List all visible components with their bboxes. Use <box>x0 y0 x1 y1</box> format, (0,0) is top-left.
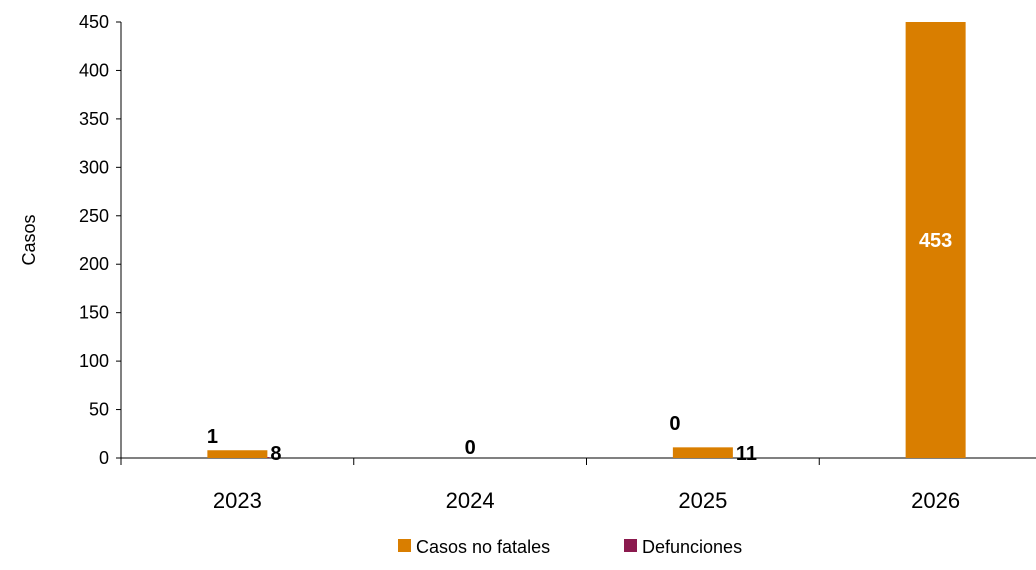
data-label-casos-no-fatales: 453 <box>919 230 952 252</box>
legend-label: Defunciones <box>642 537 742 557</box>
data-label-defunciones: 0 <box>465 437 476 459</box>
y-tick-label: 0 <box>99 448 109 468</box>
y-tick-label: 350 <box>79 109 109 129</box>
legend: Casos no fatales Defunciones <box>398 537 742 557</box>
y-tick-label: 150 <box>79 303 109 323</box>
x-tick-label: 2024 <box>446 488 495 513</box>
y-tick-label: 300 <box>79 157 109 177</box>
legend-label: Casos no fatales <box>416 537 550 557</box>
legend-swatch <box>624 539 637 552</box>
data-label-defunciones: 0 <box>669 413 680 435</box>
data-label-casos-no-fatales: 8 <box>270 443 281 465</box>
bar-casos-no-fatales <box>207 450 268 458</box>
x-tick-label: 2025 <box>678 488 727 513</box>
bar-casos-no-fatales <box>672 447 733 458</box>
bar-defunciones <box>267 457 270 458</box>
y-tick-label: 400 <box>79 60 109 80</box>
y-tick-label: 250 <box>79 206 109 226</box>
data-label-defunciones: 1 <box>207 426 218 448</box>
y-tick-label: 50 <box>89 400 109 420</box>
y-tick-label: 100 <box>79 351 109 371</box>
data-label-casos-no-fatales: 11 <box>736 443 757 465</box>
x-tick-label: 2023 <box>213 488 262 513</box>
y-tick-label: 450 <box>79 12 109 32</box>
y-axis-title: Casos <box>19 214 39 265</box>
x-tick-label: 2026 <box>911 488 960 513</box>
y-tick-label: 200 <box>79 254 109 274</box>
bar-casos-no-fatales <box>905 22 966 458</box>
legend-swatch <box>398 539 411 552</box>
